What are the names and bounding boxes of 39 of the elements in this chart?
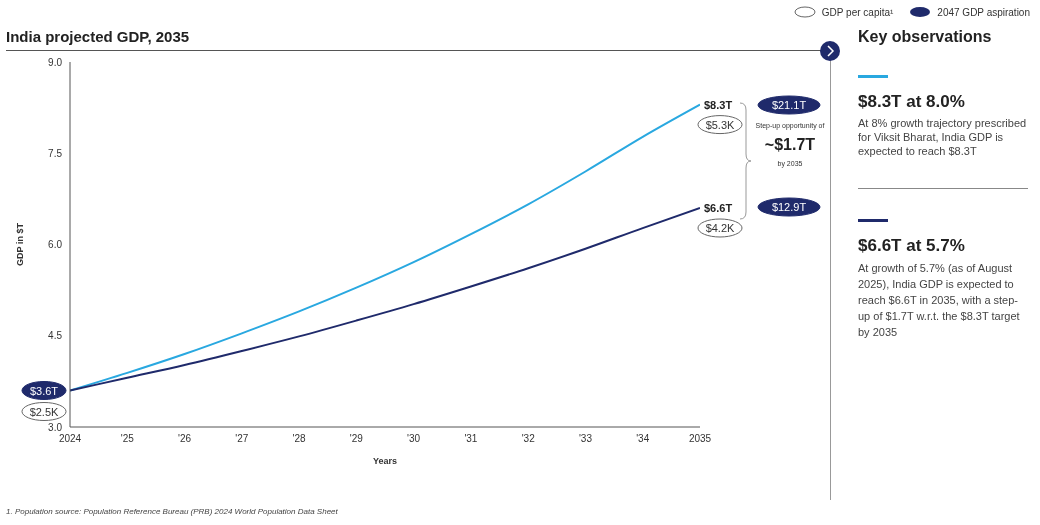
- text: $6.6T at 5.7%: [858, 236, 966, 256]
- line-series: [70, 103, 700, 392]
- text: $3.6T: [29, 384, 59, 397]
- y-tick-label: 3.0: [48, 421, 63, 433]
- text: $8.3T: [704, 98, 733, 111]
- text: At growth of 5.7% (as of August 2025), India GDP is expected to reach $6.6T in 2035, with a step-up of $1.7T w.r.t. the $8.3T target by 2035: [858, 261, 1021, 340]
- x-tick-label: '28: [292, 433, 307, 445]
- x-tick-label: 2035: [688, 433, 712, 445]
- y-tick-label: 6.0: [48, 239, 63, 251]
- text: $12.9T: [771, 201, 807, 213]
- text: $8.3T at 8.0%: [858, 92, 966, 112]
- y-tick-label: 7.5: [48, 147, 63, 159]
- text: 1. Population source: Population Reference Bureau (PRB) 2024 World Population Data Sheet: [6, 507, 338, 516]
- x-tick-label: '29: [349, 433, 364, 445]
- text: $5.3K: [705, 118, 736, 131]
- text: GDP per capita¹: [821, 6, 894, 18]
- text: At 8% growth trajectory prescribed for Viksit Bharat, India GDP is expected to reach $8.3T: [858, 116, 1028, 158]
- x-tick-label: '33: [578, 433, 593, 445]
- chart-title: India projected GDP, 2035: [6, 28, 190, 45]
- text: $2.5K: [29, 405, 60, 418]
- text: ~$1.7T: [763, 136, 817, 154]
- text: $21.1T: [771, 99, 807, 111]
- x-tick-label: '30: [407, 433, 421, 445]
- text: Key observations: [858, 28, 992, 46]
- x-tick-label: '27: [235, 433, 249, 445]
- x-axis-title: Years: [372, 456, 398, 466]
- y-tick-label: 9.0: [48, 56, 63, 68]
- x-tick-label: 2024: [58, 433, 82, 445]
- x-tick-label: '25: [120, 433, 135, 445]
- line-series: [70, 207, 700, 392]
- text: $6.6T: [704, 202, 733, 214]
- y-axis-title: GDP in $T: [15, 222, 26, 266]
- y-tick-label: 4.5: [48, 330, 63, 342]
- x-tick-label: '32: [521, 433, 536, 445]
- x-tick-label: '31: [464, 433, 478, 445]
- x-tick-label: '26: [178, 433, 192, 445]
- text: 2047 GDP aspiration: [937, 6, 1030, 18]
- x-tick-label: '34: [636, 433, 650, 445]
- text: $4.2K: [705, 222, 736, 234]
